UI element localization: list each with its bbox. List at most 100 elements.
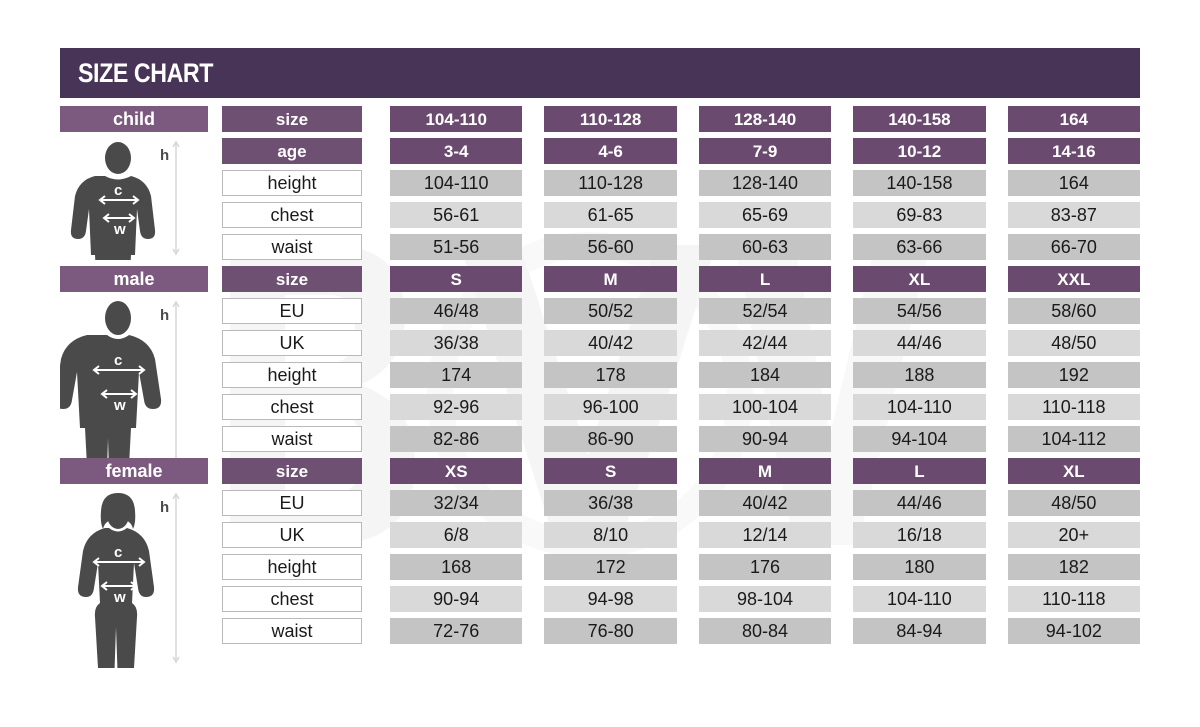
cell-child-chest-1: 61-65 (544, 202, 677, 228)
row-label-cell: waist (222, 234, 362, 260)
table-row: height 168 172 176 180 182 (60, 554, 1141, 580)
cell-male-size-0: S (390, 266, 523, 292)
data-cell: 12/14 (698, 522, 832, 548)
cell-male-EU-2: 52/54 (698, 298, 832, 324)
figure-spacer (60, 426, 208, 452)
cell-female-height-3: 180 (853, 554, 986, 580)
data-cell: 56-61 (390, 202, 523, 228)
data-cell: 184 (698, 362, 832, 388)
figure-spacer (60, 586, 208, 612)
data-cell: 10-12 (853, 138, 986, 164)
row-label-cell: EU (222, 490, 362, 516)
data-cell: 176 (698, 554, 832, 580)
cell-female-UK-0: 6/8 (390, 522, 523, 548)
svg-text:c: c (114, 182, 122, 199)
table-row: UK 6/8 8/10 12/14 16/18 20+ (60, 522, 1141, 548)
section-label-male: male (60, 266, 208, 292)
data-cell: 48/50 (1007, 330, 1141, 356)
table-row: child size 104-110 110-128 128-140 140-158 164 (60, 106, 1141, 132)
data-cell: 65-69 (698, 202, 832, 228)
row-label-cell: EU (222, 298, 362, 324)
row-label-waist: waist (222, 234, 362, 260)
row-label-cell: waist (222, 618, 362, 644)
data-cell: 128-140 (698, 106, 832, 132)
cell-male-waist-1: 86-90 (544, 426, 677, 452)
section-label-child: child (60, 106, 208, 132)
row-label-cell: age (222, 138, 362, 164)
figure-spacer (60, 234, 208, 260)
data-cell: 94-98 (544, 586, 677, 612)
cell-male-waist-3: 94-104 (853, 426, 986, 452)
cell-female-size-0: XS (390, 458, 523, 484)
data-cell: 76-80 (544, 618, 677, 644)
cell-female-UK-4: 20+ (1007, 522, 1141, 548)
cell-child-waist-2: 60-63 (698, 234, 832, 260)
data-cell: 164 (1007, 170, 1141, 196)
data-cell: S (390, 266, 523, 292)
cell-male-chest-2: 100-104 (698, 394, 832, 420)
row-label-cell: size (222, 266, 362, 292)
row-label-cell: chest (222, 202, 362, 228)
cell-male-UK-3: 44/46 (853, 330, 986, 356)
data-cell: 164 (1007, 106, 1141, 132)
data-cell: 92-96 (390, 394, 523, 420)
row-label-UK: UK (222, 330, 362, 356)
cell-male-height-2: 184 (698, 362, 832, 388)
cell-male-height-4: 192 (1007, 362, 1141, 388)
cell-male-chest-3: 104-110 (853, 394, 986, 420)
cell-female-EU-3: 44/46 (853, 490, 986, 516)
cell-female-size-4: XL (1007, 458, 1141, 484)
cell-child-size-0: 104-110 (390, 106, 523, 132)
size-table: child size 104-110 110-128 128-140 140-158 164… (60, 106, 1141, 668)
cell-male-height-0: 174 (390, 362, 523, 388)
row-label-chest: chest (222, 202, 362, 228)
data-cell: 110-128 (544, 106, 677, 132)
data-cell: 104-110 (853, 586, 986, 612)
cell-child-waist-3: 63-66 (853, 234, 986, 260)
cell-child-size-1: 110-128 (544, 106, 677, 132)
data-cell: 90-94 (390, 586, 523, 612)
data-cell: 110-118 (1007, 586, 1141, 612)
table-row: h c w age 3-4 4-6 7-9 10-12 14-16 (60, 138, 1141, 260)
cell-male-waist-4: 104-112 (1007, 426, 1141, 452)
cell-child-age-4: 14-16 (1007, 138, 1141, 164)
cell-male-chest-1: 96-100 (544, 394, 677, 420)
data-cell: 4-6 (544, 138, 677, 164)
cell-child-height-3: 140-158 (853, 170, 986, 196)
cell-male-height-3: 188 (853, 362, 986, 388)
cell-child-chest-0: 56-61 (390, 202, 523, 228)
section-label-female: female (60, 458, 208, 484)
cell-female-UK-2: 12/14 (698, 522, 832, 548)
data-cell: 100-104 (698, 394, 832, 420)
cell-male-EU-4: 58/60 (1007, 298, 1141, 324)
row-label-cell: height (222, 362, 362, 388)
cell-female-UK-3: 16/18 (853, 522, 986, 548)
cell-male-UK-4: 48/50 (1007, 330, 1141, 356)
cell-female-height-0: 168 (390, 554, 523, 580)
cell-child-height-0: 104-110 (390, 170, 523, 196)
cell-child-size-4: 164 (1007, 106, 1141, 132)
data-cell: 168 (390, 554, 523, 580)
table-row: waist 82-86 86-90 90-94 94-104 104-112 (60, 426, 1141, 452)
row-label-cell: waist (222, 426, 362, 452)
table-row: height 174 178 184 188 192 (60, 362, 1141, 388)
cell-female-waist-2: 80-84 (698, 618, 832, 644)
data-cell: 32/34 (390, 490, 523, 516)
figure-spacer (60, 522, 208, 548)
cell-child-height-2: 128-140 (698, 170, 832, 196)
svg-text:h: h (160, 147, 169, 164)
cell-male-size-1: M (544, 266, 677, 292)
data-cell: 110-118 (1007, 394, 1141, 420)
cell-male-height-1: 178 (544, 362, 677, 388)
figure-spacer (60, 330, 208, 356)
data-cell: XS (390, 458, 523, 484)
data-cell: 192 (1007, 362, 1141, 388)
data-cell: 42/44 (698, 330, 832, 356)
data-cell: 14-16 (1007, 138, 1141, 164)
data-cell: 174 (390, 362, 523, 388)
table-row: h c w EU 46/48 50/52 52/54 54/56 58/60 (60, 298, 1141, 476)
data-cell: 96-100 (544, 394, 677, 420)
data-cell: 104-110 (390, 170, 523, 196)
size-chart-sheet: SIZE CHART child size 104-110 110-128 128-14… (60, 48, 1141, 668)
cell-female-EU-0: 32/34 (390, 490, 523, 516)
